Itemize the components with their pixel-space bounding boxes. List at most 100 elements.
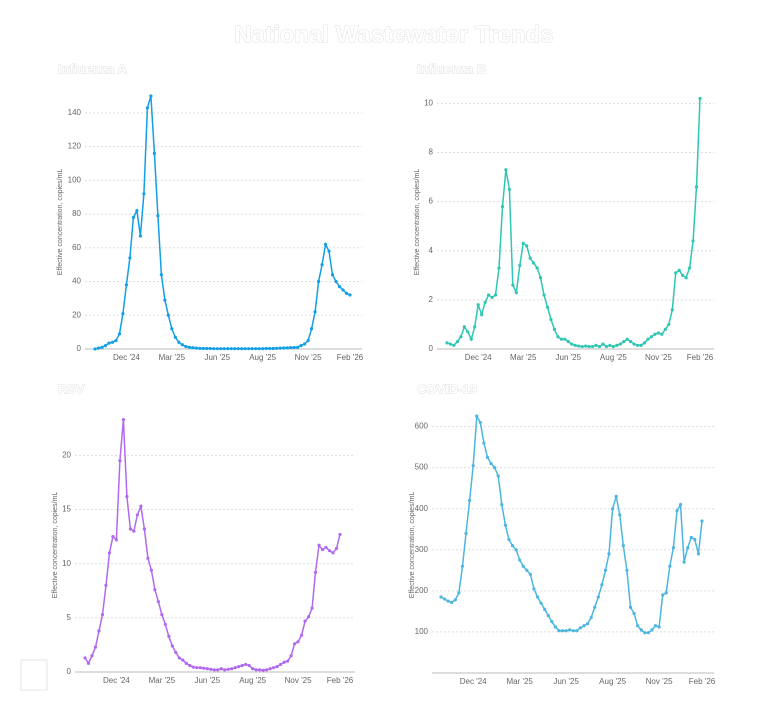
- data-point: [643, 631, 647, 635]
- data-point: [675, 509, 679, 513]
- data-point: [152, 151, 156, 155]
- data-point: [177, 656, 181, 660]
- data-point: [219, 667, 223, 671]
- data-point: [118, 459, 122, 463]
- data-point: [460, 564, 465, 568]
- data-point: [670, 308, 674, 312]
- x-tick-label: Dec '24: [465, 353, 492, 362]
- data-point: [247, 347, 251, 351]
- data-point: [292, 642, 297, 646]
- data-point: [244, 662, 248, 667]
- data-point: [173, 335, 177, 339]
- data-point: [216, 668, 220, 672]
- data-point: [549, 317, 553, 322]
- data-point: [219, 347, 223, 351]
- data-point: [582, 624, 586, 628]
- data-point: [111, 534, 115, 539]
- data-point: [289, 654, 293, 658]
- series-line: [94, 95, 351, 350]
- y-tick-label: 100: [68, 175, 82, 184]
- data-point: [614, 494, 618, 498]
- data-point: [334, 279, 338, 284]
- data-point: [258, 668, 262, 672]
- data-point: [146, 556, 150, 560]
- data-point: [636, 343, 640, 347]
- data-point: [264, 346, 268, 351]
- data-point: [485, 455, 490, 459]
- data-point: [223, 668, 227, 672]
- data-point: [226, 347, 230, 351]
- data-point: [545, 305, 550, 309]
- x-tick-label: Aug '25: [249, 353, 276, 362]
- data-point: [121, 311, 125, 316]
- data-point: [681, 273, 685, 277]
- data-point: [578, 626, 583, 630]
- data-point: [684, 276, 688, 280]
- data-point: [159, 273, 163, 277]
- panel-title: RSV: [58, 381, 85, 396]
- data-point: [618, 513, 622, 517]
- data-point: [128, 256, 132, 260]
- data-point: [636, 624, 640, 628]
- data-point: [535, 266, 539, 270]
- data-point: [632, 611, 636, 616]
- data-point: [103, 344, 108, 348]
- data-point: [664, 591, 668, 595]
- data-point: [121, 417, 126, 422]
- data-point: [656, 331, 661, 335]
- data-point: [163, 298, 167, 302]
- data-point: [682, 560, 686, 564]
- data-point: [563, 337, 567, 341]
- data-point: [309, 327, 314, 331]
- data-point: [202, 666, 206, 670]
- y-tick-label: 120: [68, 142, 82, 151]
- data-point: [475, 414, 479, 418]
- data-point: [177, 340, 181, 344]
- data-point: [149, 94, 153, 98]
- data-point: [525, 244, 529, 248]
- data-point: [317, 543, 321, 547]
- data-point: [236, 347, 240, 351]
- data-point: [496, 474, 500, 478]
- data-point: [552, 327, 557, 331]
- data-point: [543, 607, 547, 611]
- data-point: [480, 313, 484, 317]
- y-tick-label: 0: [77, 344, 82, 353]
- data-point: [174, 650, 178, 655]
- data-point: [525, 568, 529, 572]
- data-point: [694, 185, 699, 189]
- data-point: [114, 338, 118, 343]
- y-axis-label: Effective concentration, copies/mL: [52, 492, 59, 599]
- y-tick-label: 10: [424, 98, 433, 107]
- data-point: [489, 461, 493, 466]
- data-point: [229, 347, 233, 351]
- y-tick-label: 0: [429, 344, 434, 353]
- data-point: [653, 624, 658, 628]
- data-point: [278, 346, 282, 350]
- x-tick-label: Dec '24: [113, 353, 140, 362]
- data-point: [514, 548, 518, 552]
- data-point: [191, 346, 195, 350]
- data-point: [194, 346, 198, 350]
- data-point: [466, 330, 470, 334]
- data-point: [546, 613, 550, 618]
- data-point: [181, 658, 185, 662]
- data-point: [453, 598, 457, 602]
- data-point: [209, 667, 213, 671]
- y-tick-label: 200: [415, 586, 429, 595]
- data-point: [215, 347, 219, 351]
- data-point: [251, 667, 255, 671]
- data-point: [486, 293, 491, 297]
- data-point: [240, 347, 244, 351]
- y-tick-label: 2: [429, 295, 434, 304]
- data-point: [265, 668, 269, 672]
- data-point: [180, 343, 184, 347]
- data-point: [233, 347, 237, 351]
- data-point: [107, 341, 111, 345]
- data-point: [289, 346, 293, 350]
- data-point: [149, 568, 153, 572]
- data-point: [542, 293, 546, 297]
- x-tick-label: Mar '25: [506, 677, 533, 686]
- data-point: [504, 168, 508, 172]
